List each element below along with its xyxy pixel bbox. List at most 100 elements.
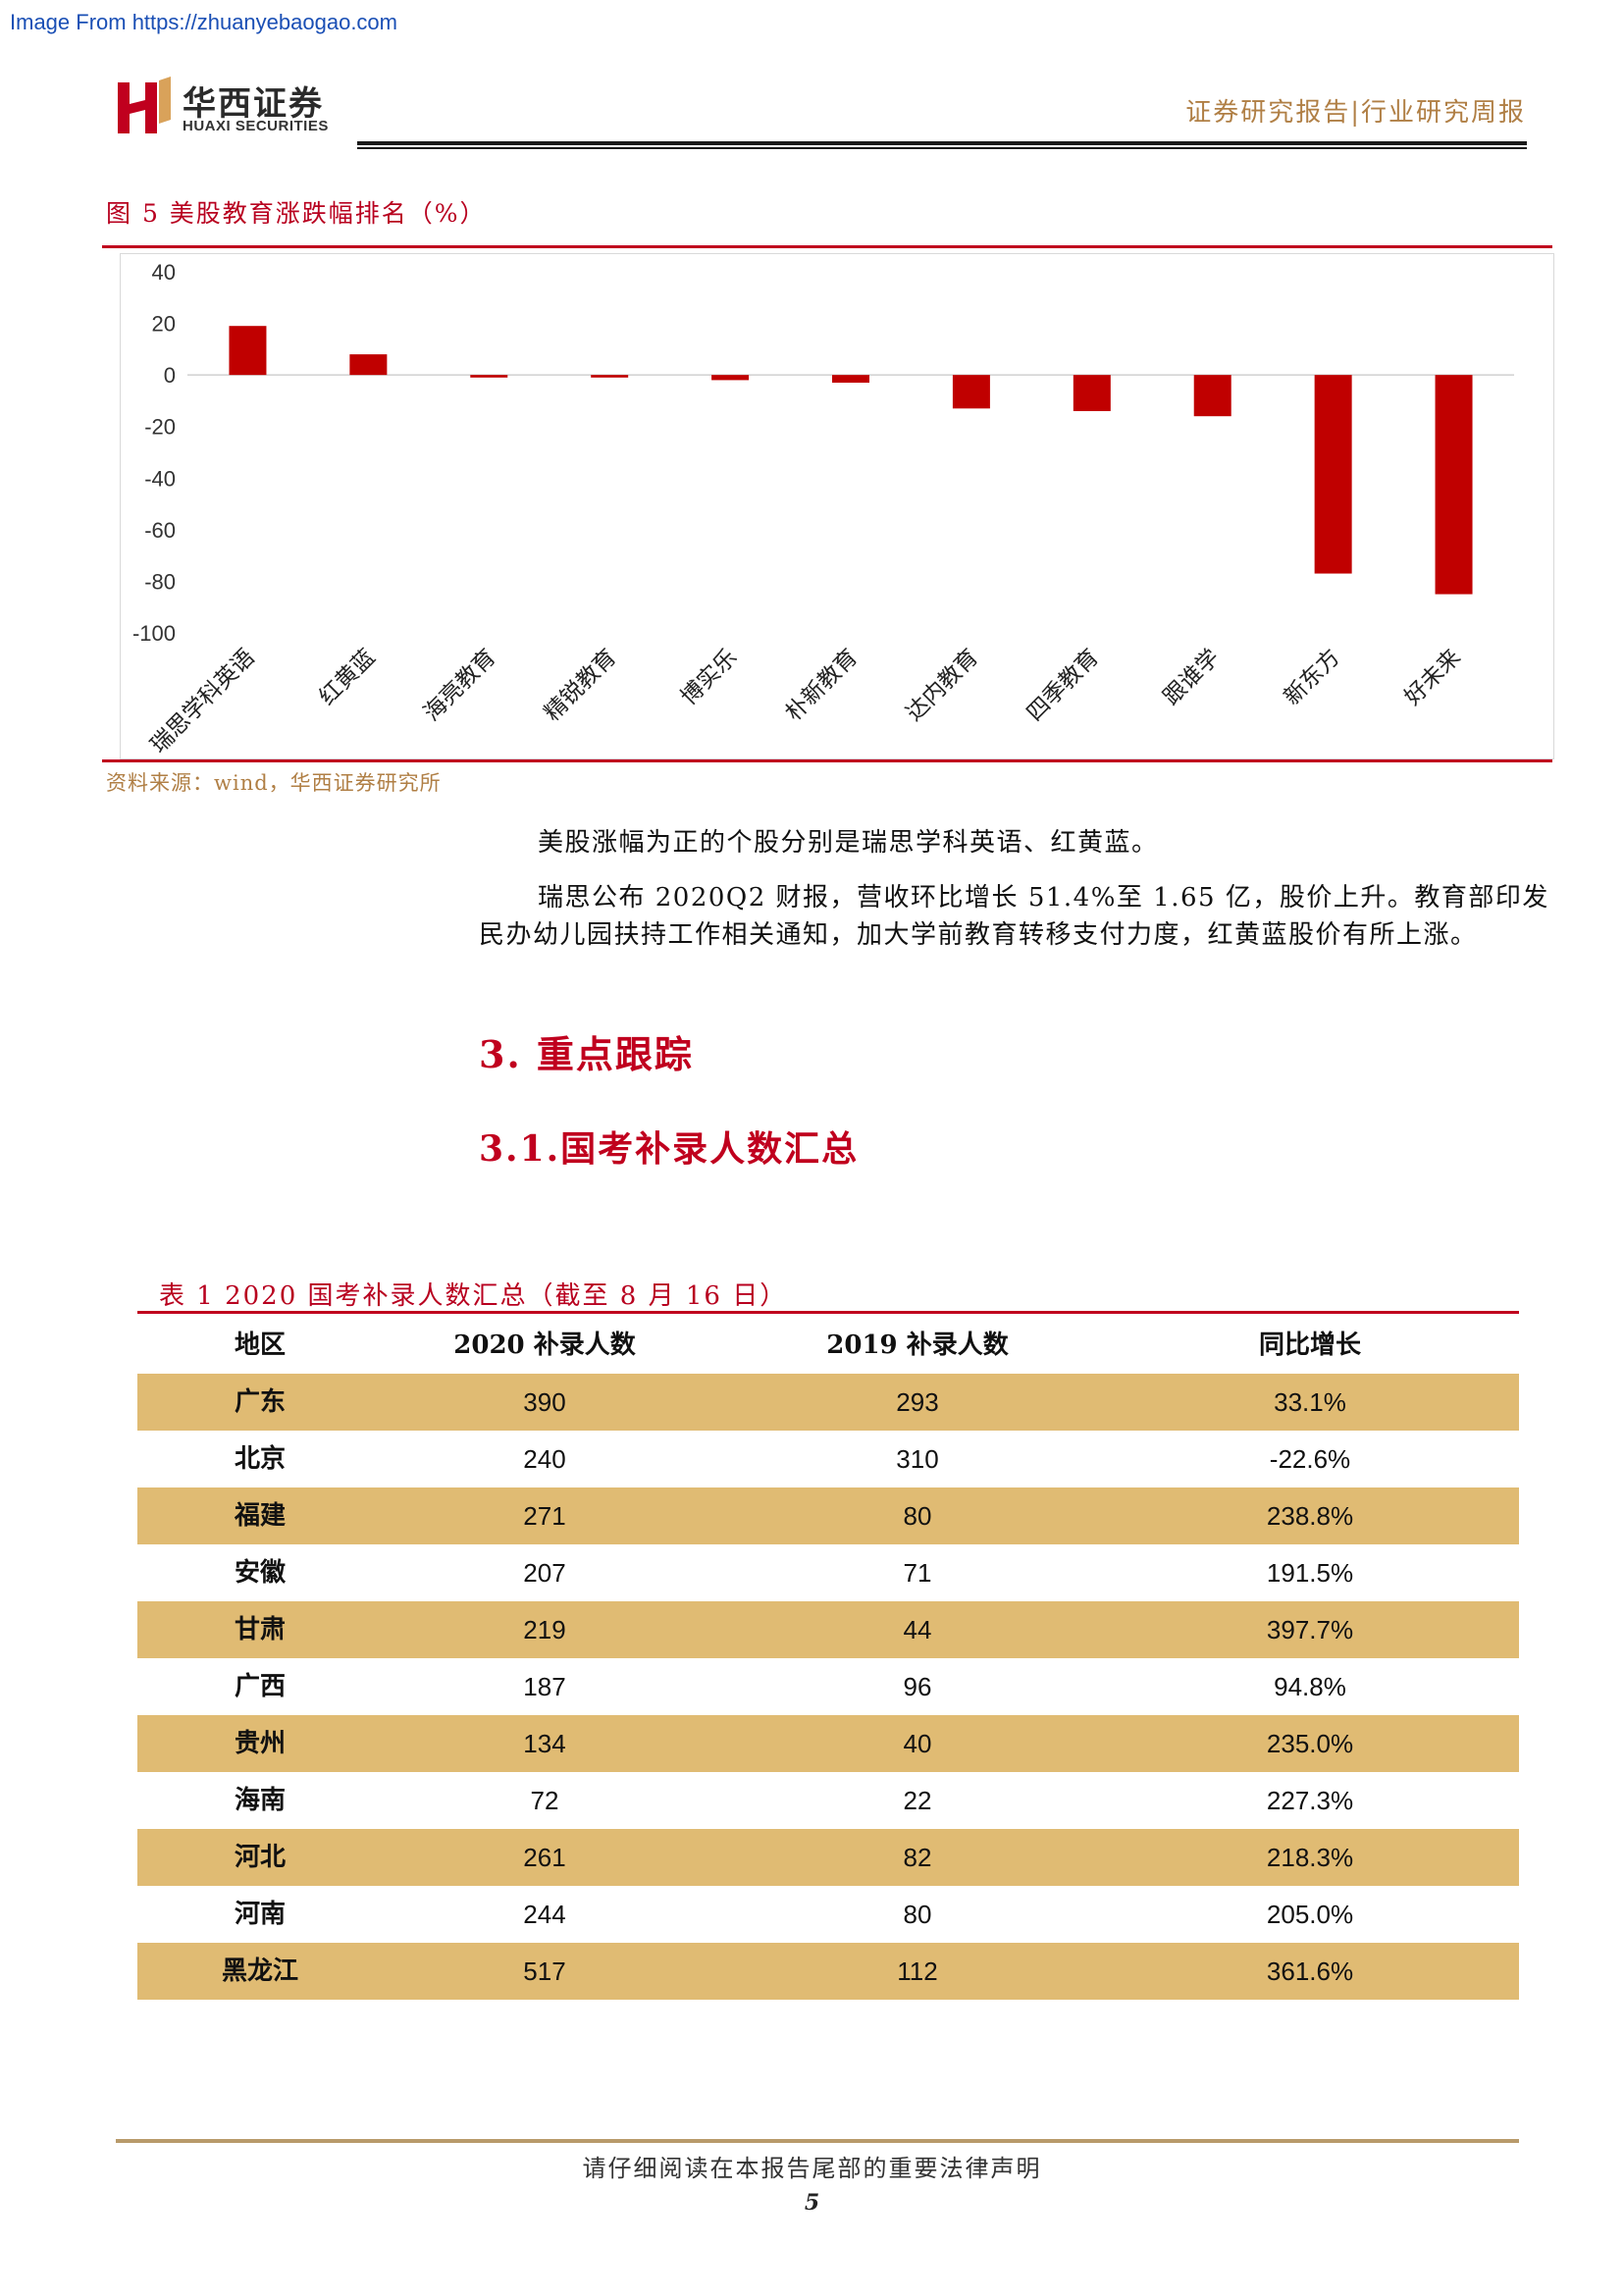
x-category-label: 博实乐 [676,645,742,710]
brand-name-cn: 华西证券 [183,84,324,124]
subsection-heading: 3.1.国考补录人数汇总 [479,1128,860,1170]
table-cell: 安徽 [234,1558,286,1588]
table-cell: 361.6% [1266,1957,1354,1986]
bar [1073,375,1111,411]
chart-frame: 40 20 0 -20 -40 -60 -80 -100 瑞思学科英语 红黄蓝 海亮教育 精锐教育 博实… [120,253,1554,759]
table-row: 海南 72 22 227.3% [137,1772,1519,1829]
footer-divider [116,2139,1519,2143]
table-cell: 33.1% [1274,1387,1346,1417]
x-category-label: 达内教育 [902,645,983,726]
table-cell: 80 [903,1900,932,1929]
y-tick-label: -100 [132,621,176,646]
y-tick-label: 0 [164,363,176,388]
table-cell: 191.5% [1266,1558,1354,1588]
y-tick-label: -20 [144,415,176,440]
bar [591,375,629,378]
bar [711,375,750,381]
table-cell: 238.8% [1266,1501,1354,1531]
table-cell: 甘肃 [234,1615,286,1644]
bar [1314,375,1352,574]
bar [349,354,388,376]
table-row: 甘肃 219 44 397.7% [137,1601,1519,1658]
bar [1435,375,1473,595]
figure-top-rule [102,245,1552,248]
table-cell: 40 [903,1729,932,1758]
table-cell: 海南 [234,1786,286,1815]
figure-title: 图 5 美股教育涨跌幅排名（%） [106,199,487,228]
table-row: 北京 240 310 -22.6% [137,1431,1519,1487]
table-cell: 293 [896,1387,939,1417]
x-category-label: 朴新教育 [781,645,863,726]
table-cell: 207 [523,1558,566,1588]
table-cell: 205.0% [1266,1900,1354,1929]
table-top-rule [137,1311,1519,1314]
table-cell: 235.0% [1266,1729,1354,1758]
table-cell: 22 [903,1786,932,1815]
table-cell: 244 [523,1900,566,1929]
section-heading: 3. 重点跟踪 [479,1032,694,1076]
table-header-cell: 2019 补录人数 [826,1331,1009,1360]
table-header-cell: 2020 补录人数 [453,1331,636,1360]
x-category-label: 好未来 [1400,645,1466,710]
data-table: 地区 2020 补录人数 2019 补录人数 同比增长 广东 390 293 33.1… [137,1317,1519,2000]
report-type: 证券研究报告|行业研究周报 [1185,98,1526,128]
table-cell: 广西 [234,1672,286,1701]
table-row: 黑龙江 517 112 361.6% [137,1943,1519,2000]
table-cell: 310 [896,1444,939,1474]
table-cell: 北京 [234,1444,286,1474]
header-divider [357,141,1527,145]
table-row: 河南 244 80 205.0% [137,1886,1519,1943]
table-row: 贵州 134 40 235.0% [137,1715,1519,1772]
y-tick-label: -40 [144,466,176,491]
bar [470,375,508,378]
table-cell: 贵州 [234,1729,286,1758]
figure-bottom-rule [102,759,1552,762]
table-cell: 河南 [234,1900,286,1929]
brand-name-en: HUAXI SECURITIES [183,118,329,134]
table-cell: 80 [903,1501,932,1531]
bar [832,375,869,384]
table-cell: 187 [523,1672,566,1701]
body-paragraph-2-line-2: 民办幼儿园扶持工作相关通知，加大学前教育转移支付力度，红黄蓝股价有所上涨。 [479,920,1478,950]
table-cell: 218.3% [1266,1843,1354,1872]
table-cell: 219 [523,1615,566,1644]
y-tick-label: 20 [152,312,176,337]
table-cell: 134 [523,1729,566,1758]
table-row: 广东 390 293 33.1% [137,1374,1519,1431]
x-category-label: 跟谁学 [1159,645,1225,710]
table-cell: 44 [903,1615,932,1644]
bar [1193,375,1231,417]
table-row: 福建 271 80 238.8% [137,1487,1519,1544]
y-tick-label: -60 [144,518,176,543]
table-cell: 397.7% [1266,1615,1354,1644]
table-cell: -22.6% [1269,1444,1351,1474]
x-category-label: 瑞思学科英语 [146,645,260,758]
header-divider-thin [357,147,1527,149]
table-cell: 71 [903,1558,932,1588]
table-cell: 黑龙江 [221,1957,298,1986]
table-cell: 72 [530,1786,559,1815]
table-cell: 112 [897,1957,938,1986]
y-tick-label: 40 [152,260,176,285]
table-cell: 390 [523,1387,566,1417]
x-category-label: 新东方 [1280,645,1345,710]
huaxi-logo-icon [118,77,171,133]
table-cell: 517 [523,1957,566,1986]
table-cell: 河北 [234,1843,286,1872]
table-cell: 福建 [234,1501,286,1531]
body-paragraph-2-line-1: 瑞思公布 2020Q2 财报，营收环比增长 51.4%至 1.65 亿，股价上升… [538,883,1549,913]
table-cell: 82 [903,1843,932,1872]
table-cell: 240 [523,1444,566,1474]
x-category-label: 海亮教育 [419,645,500,726]
table-header-row: 地区 2020 补录人数 2019 补录人数 同比增长 [137,1317,1519,1374]
x-category-label: 四季教育 [1022,645,1104,726]
table-cell: 261 [523,1843,566,1872]
table-cell: 广东 [234,1387,286,1417]
table-row: 河北 261 82 218.3% [137,1829,1519,1886]
figure-source: 资料来源：wind，华西证券研究所 [106,771,442,795]
table-row: 安徽 207 71 191.5% [137,1544,1519,1601]
table-cell: 96 [903,1672,932,1701]
table-cell: 271 [523,1501,566,1531]
table-row: 广西 187 96 94.8% [137,1658,1519,1715]
